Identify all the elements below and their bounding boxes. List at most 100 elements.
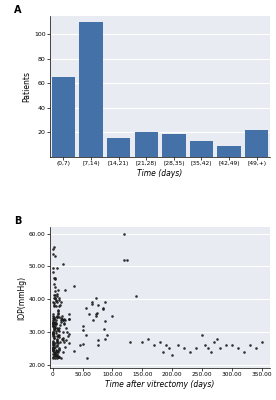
Point xyxy=(51,347,55,353)
Point xyxy=(67,311,71,318)
Point xyxy=(53,292,57,298)
Point xyxy=(57,302,61,309)
Point xyxy=(253,345,258,352)
Bar xyxy=(162,134,186,157)
Point xyxy=(56,333,60,340)
Point xyxy=(59,298,63,305)
Point xyxy=(59,354,64,361)
Point xyxy=(56,326,60,333)
Point xyxy=(94,311,99,317)
Point xyxy=(54,325,59,332)
Point xyxy=(95,310,99,316)
Point xyxy=(56,354,61,360)
Point xyxy=(55,313,59,319)
Point xyxy=(51,341,55,348)
Point xyxy=(170,352,174,358)
Point xyxy=(229,342,234,348)
Point xyxy=(53,253,57,260)
Point xyxy=(52,335,57,341)
Point xyxy=(52,342,56,348)
Point xyxy=(55,293,59,299)
Point xyxy=(122,230,126,237)
Point xyxy=(54,353,59,359)
Point xyxy=(60,261,65,268)
Point xyxy=(55,314,59,320)
Point xyxy=(51,316,55,323)
Point xyxy=(62,338,66,345)
Point xyxy=(188,348,192,355)
Point xyxy=(51,320,55,327)
Point xyxy=(54,339,59,345)
Point xyxy=(72,283,76,289)
Point xyxy=(60,336,64,342)
Point xyxy=(52,301,56,308)
Point xyxy=(52,352,57,359)
Point xyxy=(56,354,60,360)
Point xyxy=(90,299,94,305)
Point xyxy=(60,316,64,322)
X-axis label: Time after vitrectomy (days): Time after vitrectomy (days) xyxy=(105,380,215,389)
Point xyxy=(94,313,98,319)
Point xyxy=(63,287,67,293)
Point xyxy=(54,351,59,358)
Point xyxy=(53,325,57,331)
Point xyxy=(77,342,82,348)
Point xyxy=(52,352,57,358)
Point xyxy=(224,342,228,348)
Point xyxy=(67,340,71,346)
Point xyxy=(63,344,68,350)
Point xyxy=(128,339,132,345)
Point xyxy=(104,332,109,338)
Point xyxy=(54,320,59,327)
Point xyxy=(52,275,57,282)
Point xyxy=(55,291,59,298)
Point xyxy=(94,295,99,302)
Point xyxy=(57,354,62,360)
Point xyxy=(53,276,57,283)
Point xyxy=(96,302,100,308)
Point xyxy=(58,339,63,346)
Point xyxy=(51,333,55,339)
Point xyxy=(52,327,56,333)
Point xyxy=(55,354,60,361)
Point xyxy=(51,354,55,360)
Point xyxy=(62,316,66,323)
Point xyxy=(122,257,126,263)
Point xyxy=(51,330,55,337)
Point xyxy=(51,323,55,329)
Point xyxy=(63,336,68,343)
Point xyxy=(52,300,56,306)
Point xyxy=(217,345,222,352)
Point xyxy=(81,341,85,347)
Point xyxy=(110,312,114,319)
Point xyxy=(52,349,57,355)
Point xyxy=(55,314,60,320)
Point xyxy=(61,349,65,355)
Point xyxy=(103,299,107,305)
Point xyxy=(164,342,168,348)
Point xyxy=(55,348,60,355)
Point xyxy=(58,322,63,328)
Point xyxy=(72,348,76,354)
Point xyxy=(57,297,62,303)
Point xyxy=(51,265,55,271)
Point xyxy=(51,313,55,320)
Point xyxy=(53,340,57,346)
Point xyxy=(54,352,59,359)
Point xyxy=(55,342,60,348)
Point xyxy=(56,308,61,314)
Point xyxy=(53,322,57,329)
Point xyxy=(59,312,64,319)
Point xyxy=(158,339,162,345)
Y-axis label: Patients: Patients xyxy=(22,71,31,102)
Point xyxy=(51,348,55,354)
Point xyxy=(55,348,59,354)
Point xyxy=(235,345,240,352)
Point xyxy=(52,275,57,281)
Point xyxy=(81,327,85,333)
Point xyxy=(259,339,264,345)
Point xyxy=(59,316,63,323)
Point xyxy=(102,326,107,332)
Point xyxy=(206,345,210,352)
Point xyxy=(53,295,57,301)
